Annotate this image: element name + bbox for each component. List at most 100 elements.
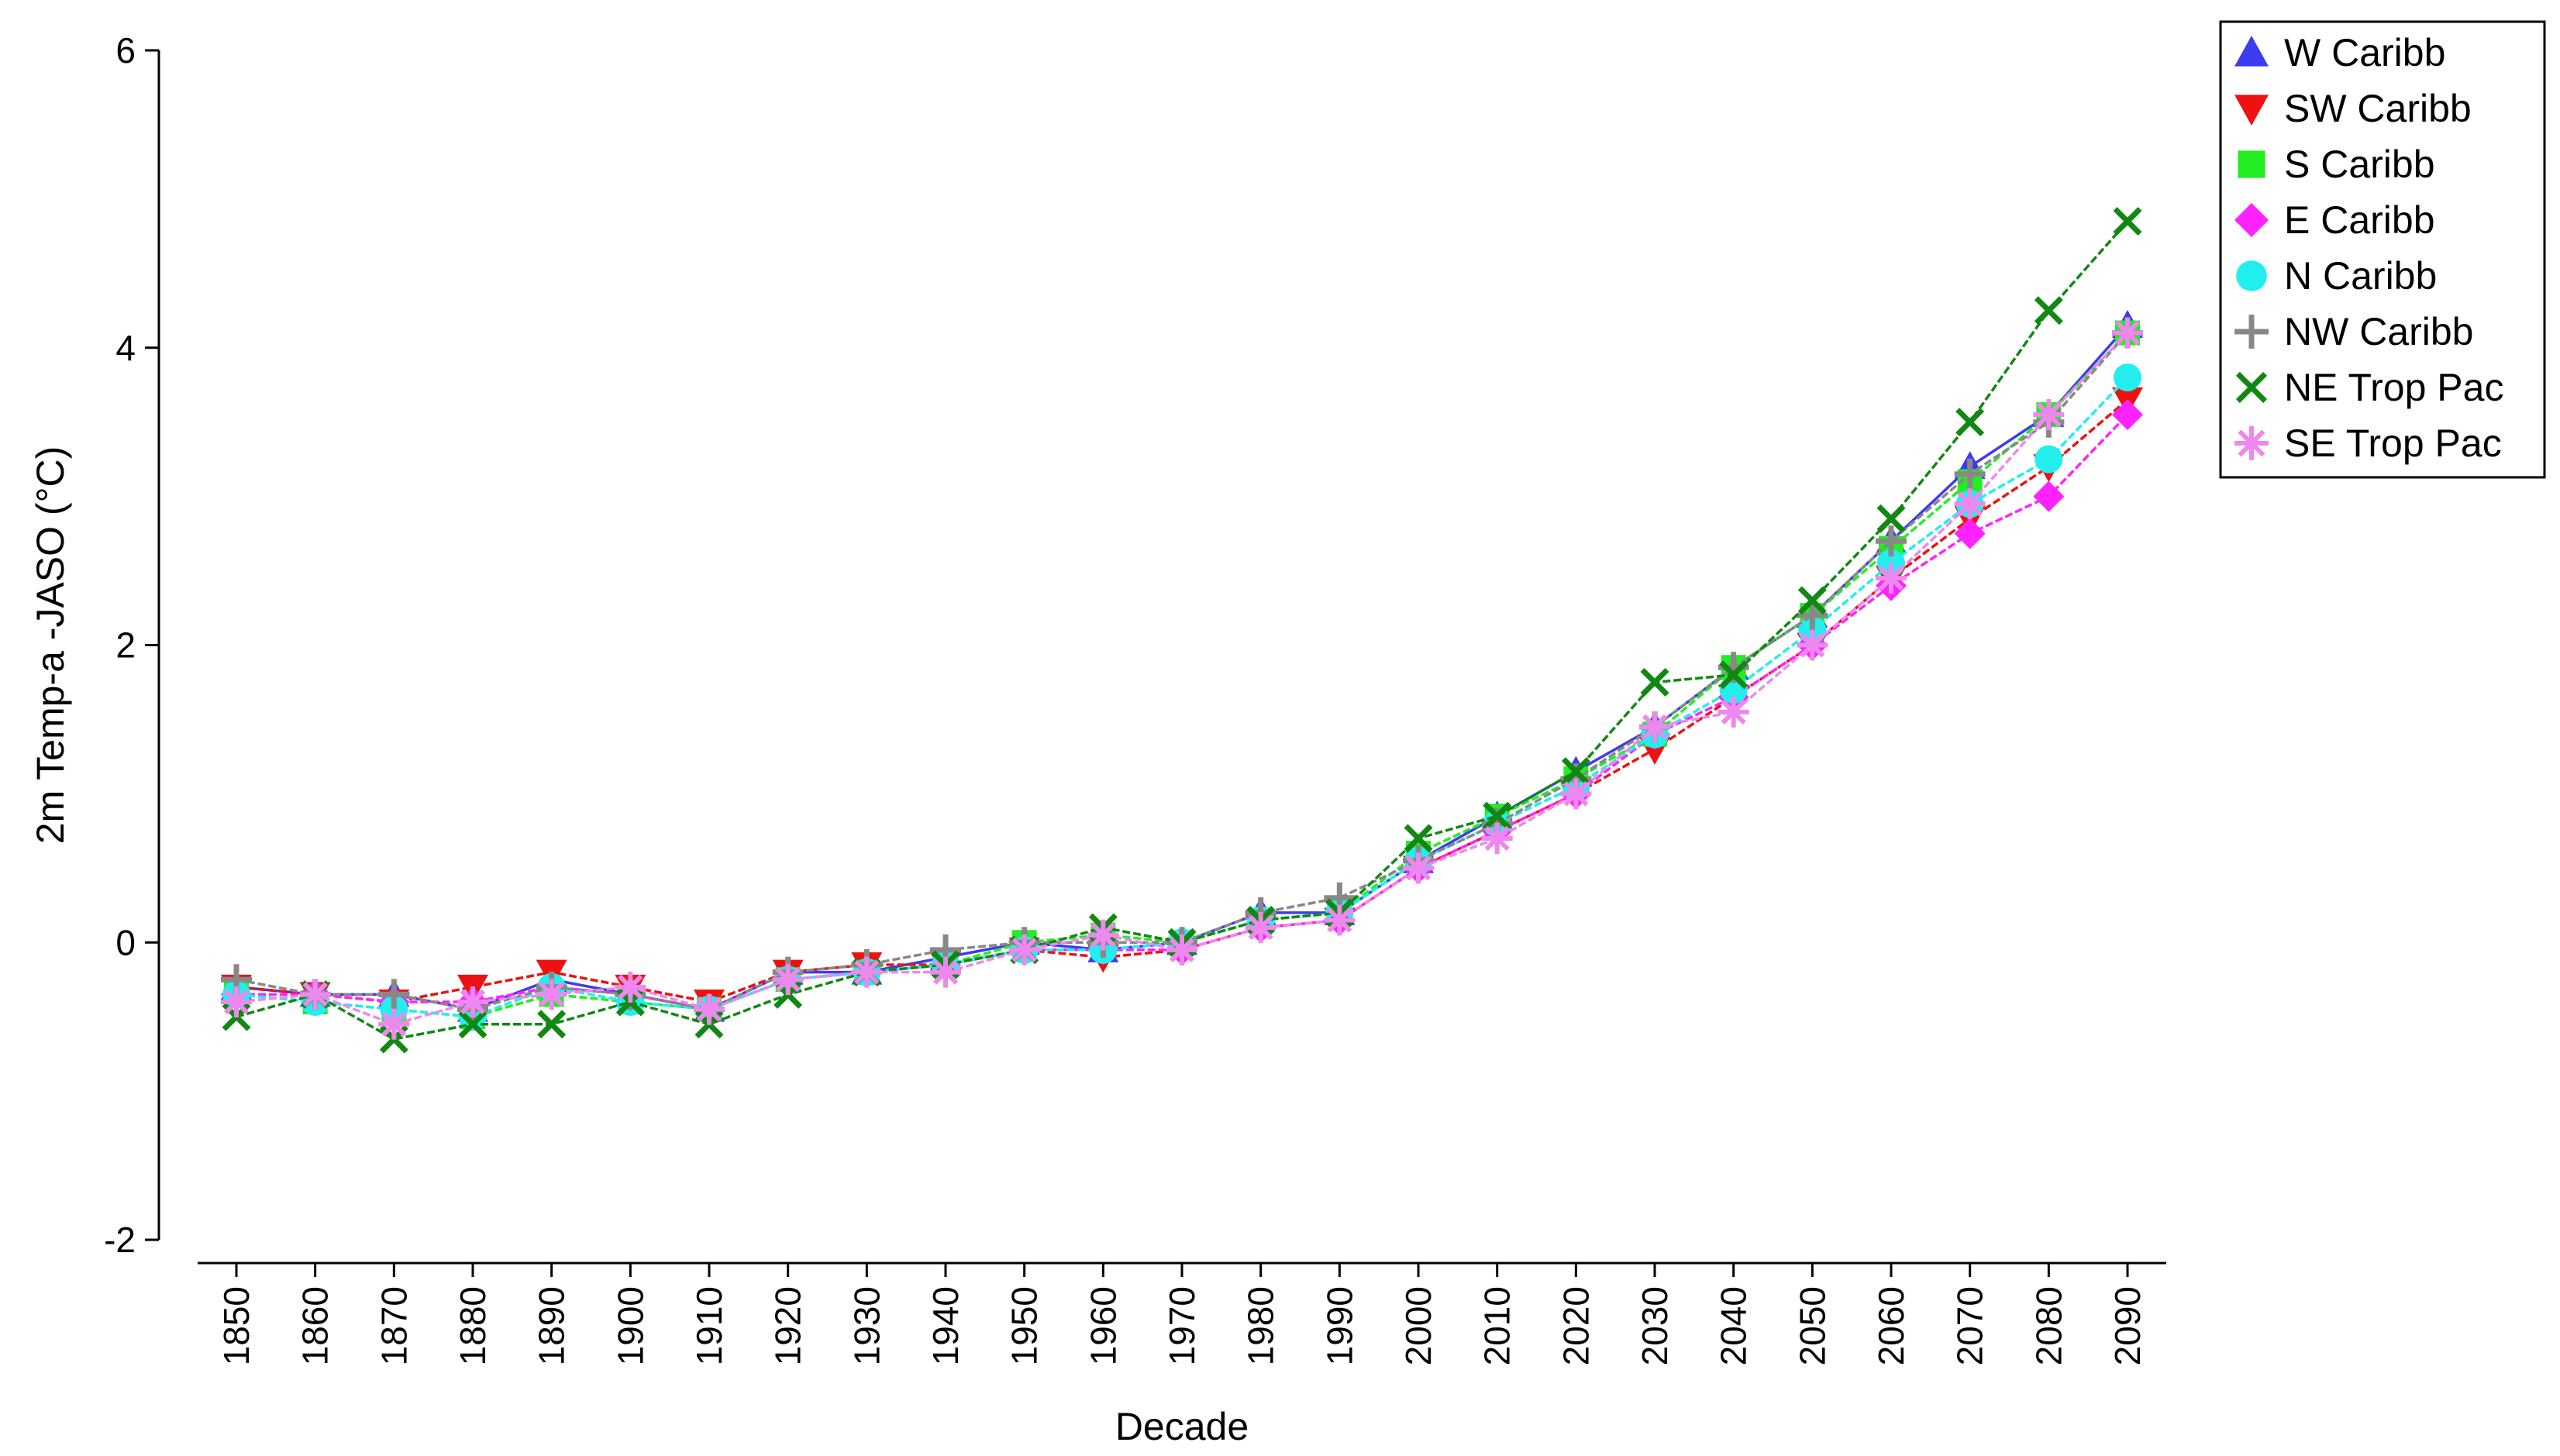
data-point [1954,458,1986,490]
data-point [1797,629,1828,661]
data-point [1561,757,1590,787]
data-point [1087,919,1119,951]
series-sw-caribb [221,387,2143,1017]
x-tick-label: 2020 [1556,1286,1596,1365]
data-point [1324,904,1356,936]
series-line [236,324,2129,1011]
data-point [458,1010,488,1039]
legend-label: SW Caribb [2284,87,2472,130]
data-point [1560,778,1592,810]
y-tick-label: 6 [115,30,136,71]
legend-label: E Caribb [2284,198,2435,242]
legend-item: S Caribb [2238,143,2435,186]
data-point [930,956,961,988]
x-tick-label: 1990 [1319,1286,1359,1365]
series-line [236,413,2129,1011]
data-point [2033,399,2065,431]
data-point [378,1008,410,1040]
x-tick-label: 1870 [374,1286,414,1365]
legend-marker [2234,203,2269,237]
x-tick-label: 1980 [1241,1286,1281,1365]
x-tick-label: 2000 [1398,1286,1438,1365]
data-point [1876,504,1906,533]
x-tick-label: 2080 [2028,1286,2069,1365]
legend-item: NW Caribb [2234,310,2473,353]
legend: W Caribb SW Caribb S Caribb E Caribb N Carib… [2219,20,2546,479]
x-tick-label: 2090 [2107,1286,2148,1365]
data-point [536,979,567,1010]
x-tick-label: 1950 [1004,1286,1045,1365]
data-point [1955,408,1985,437]
data-point [1481,822,1513,854]
x-axis-title: Decade [1115,1405,1249,1448]
series-line [236,220,2129,1041]
y-tick-label: 4 [115,328,136,368]
data-point [2113,207,2142,236]
legend-box [2219,20,2546,479]
y-axis-title: 2m Temp-a -JASO (°C) [29,446,72,845]
data-point [1954,518,1986,549]
legend-item: SE Trop Pac [2234,422,2502,465]
data-point [457,986,488,1017]
series-line [236,332,2129,1011]
data-point [1639,711,1670,743]
x-tick-label: 1970 [1162,1286,1202,1365]
data-point [1403,852,1434,884]
x-tick-label: 2050 [1792,1286,1832,1365]
series-line [236,332,2129,1026]
series-nw-caribb [221,317,2143,1025]
legend-marker [2235,371,2268,404]
data-point [1008,934,1040,966]
data-point [2035,445,2063,473]
legend-item: SW Caribb [2234,87,2472,130]
series-line [236,398,2129,1003]
series-ne-trop-pac [222,207,2142,1054]
data-point [537,1010,567,1039]
data-point [1718,696,1749,728]
data-point [2114,363,2141,392]
y-tick-label: -2 [104,1220,136,1260]
data-point [851,956,883,988]
x-tick-label: 1930 [846,1286,887,1365]
y-tick-label: 0 [115,922,136,962]
data-point [694,993,725,1025]
data-point [2034,296,2063,325]
x-tick-label: 1890 [532,1286,572,1365]
data-point [1876,563,1907,594]
data-point [1876,525,1907,557]
data-point [1483,801,1512,831]
legend-item: N Caribb [2236,254,2437,298]
x-tick-label: 2030 [1635,1286,1675,1365]
x-tick-label: 1850 [216,1286,257,1365]
data-point [2112,317,2143,349]
data-point [1797,586,1827,615]
series-se-trop-pac [221,317,2143,1040]
data-point [378,979,410,1010]
legend-marker [2236,260,2267,291]
data-point [299,979,331,1010]
x-tick-label: 2010 [1477,1286,1518,1365]
legend-marker [2234,36,2269,67]
legend-item: NE Trop Pac [2235,366,2503,409]
legend-label: S Caribb [2284,143,2435,186]
data-point [2112,399,2143,431]
x-tick-label: 1910 [689,1286,729,1365]
data-point [1797,600,1828,632]
data-point [1954,488,1986,520]
legend-label: N Caribb [2284,254,2437,298]
legend-marker [2234,426,2269,460]
x-tick-label: 2040 [1714,1286,1754,1365]
series-s-caribb [224,320,2140,1030]
y-tick-label: 2 [115,625,136,666]
legend-label: NW Caribb [2284,310,2473,353]
legend-item: E Caribb [2234,198,2435,242]
data-point [1719,660,1749,690]
x-tick-label: 2070 [1950,1286,1990,1365]
data-point [1245,912,1277,944]
data-point [1404,824,1433,853]
legend-label: SE Trop Pac [2284,422,2502,465]
legend-marker [2238,150,2265,178]
series-line [236,332,2129,1018]
series-w-caribb [221,309,2143,1022]
